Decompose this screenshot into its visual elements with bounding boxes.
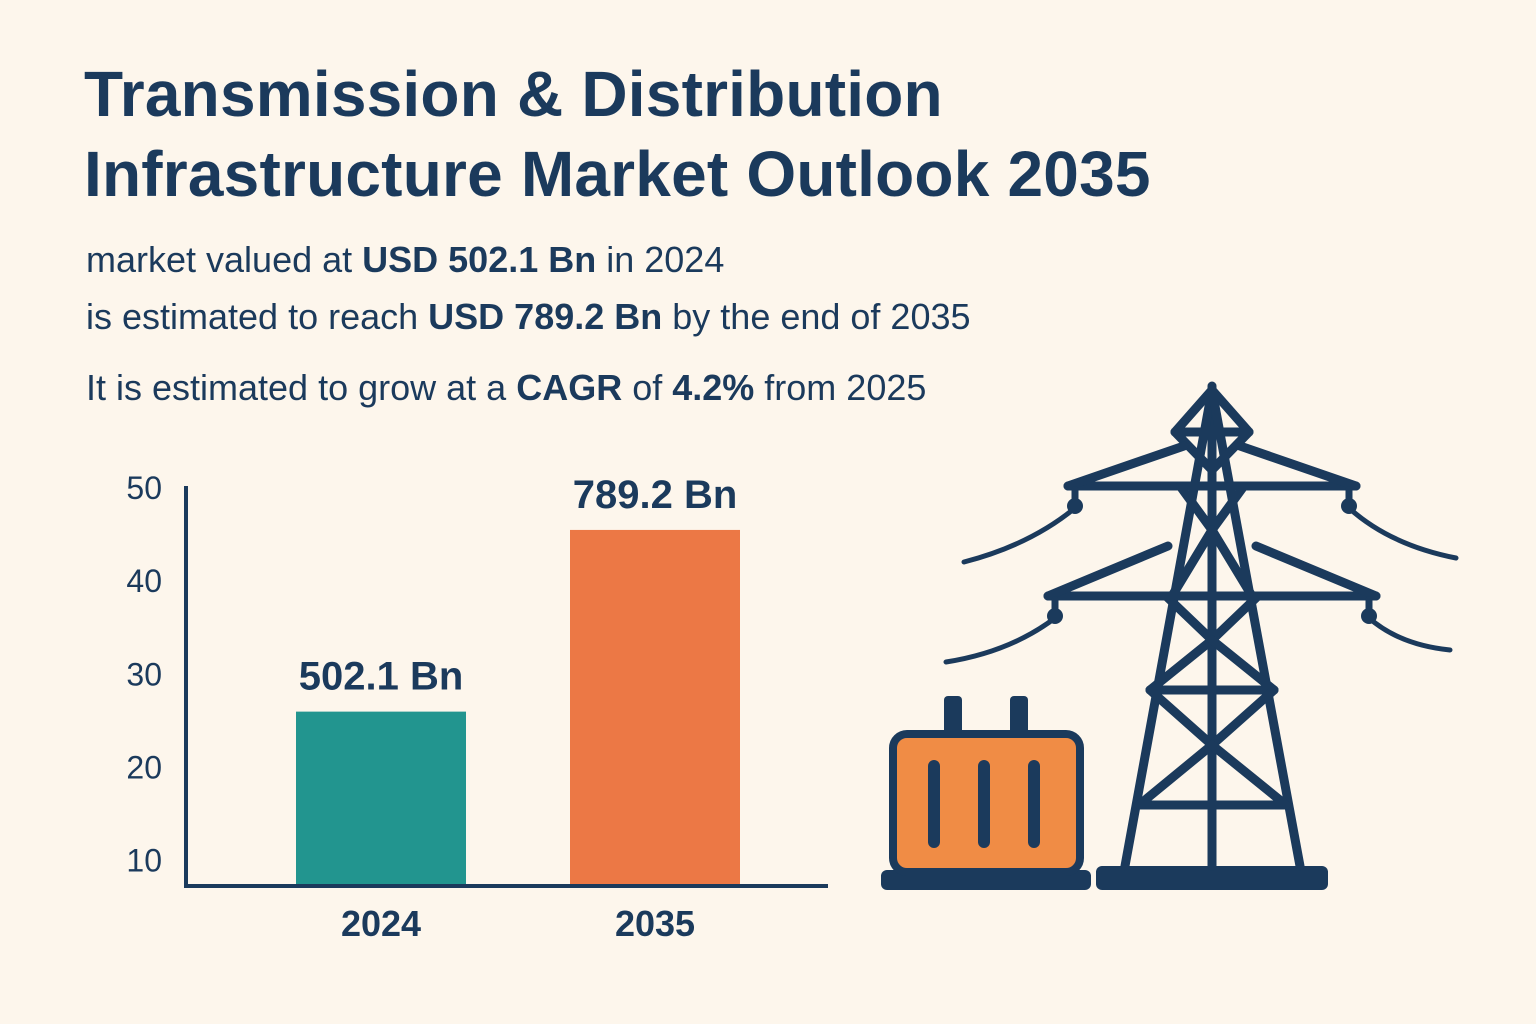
data-label-2035: 789.2 Bn: [573, 473, 738, 517]
summary-line-forecast: is estimated to reach USD 789.2 Bn by th…: [86, 296, 971, 337]
y-tick-label-20: 20: [126, 750, 162, 786]
y-tick-label-30: 30: [126, 656, 162, 692]
value-2024: USD 502.1 Bn: [362, 239, 597, 280]
value-2035: USD 789.2 Bn: [428, 296, 663, 337]
summary-line-cagr: It is estimated to grow at a CAGR of 4.2…: [86, 367, 927, 408]
x-tick-label-2024: 2024: [341, 903, 421, 944]
transmission-tower-icon: [943, 381, 1459, 890]
transformer-icon: [881, 696, 1091, 890]
title-line-1: Transmission & Distribution: [84, 58, 943, 130]
y-tick-label-40: 40: [126, 563, 162, 599]
bar-2035: [570, 529, 740, 884]
y-tick-label-10: 10: [126, 843, 162, 879]
cagr-label: CAGR: [516, 367, 623, 408]
x-tick-label-2035: 2035: [615, 903, 695, 944]
summary-line-valuation: market valued at USD 502.1 Bn in 2024: [86, 239, 725, 280]
cagr-value: 4.2%: [672, 367, 755, 408]
y-tick-label-50: 50: [126, 470, 162, 506]
title-line-2: Infrastructure Market Outlook 2035: [84, 138, 1151, 210]
data-label-2024: 502.1 Bn: [299, 655, 464, 699]
page-title: Transmission & Distribution Infrastructu…: [84, 54, 1151, 214]
bar-2024: [296, 711, 466, 884]
